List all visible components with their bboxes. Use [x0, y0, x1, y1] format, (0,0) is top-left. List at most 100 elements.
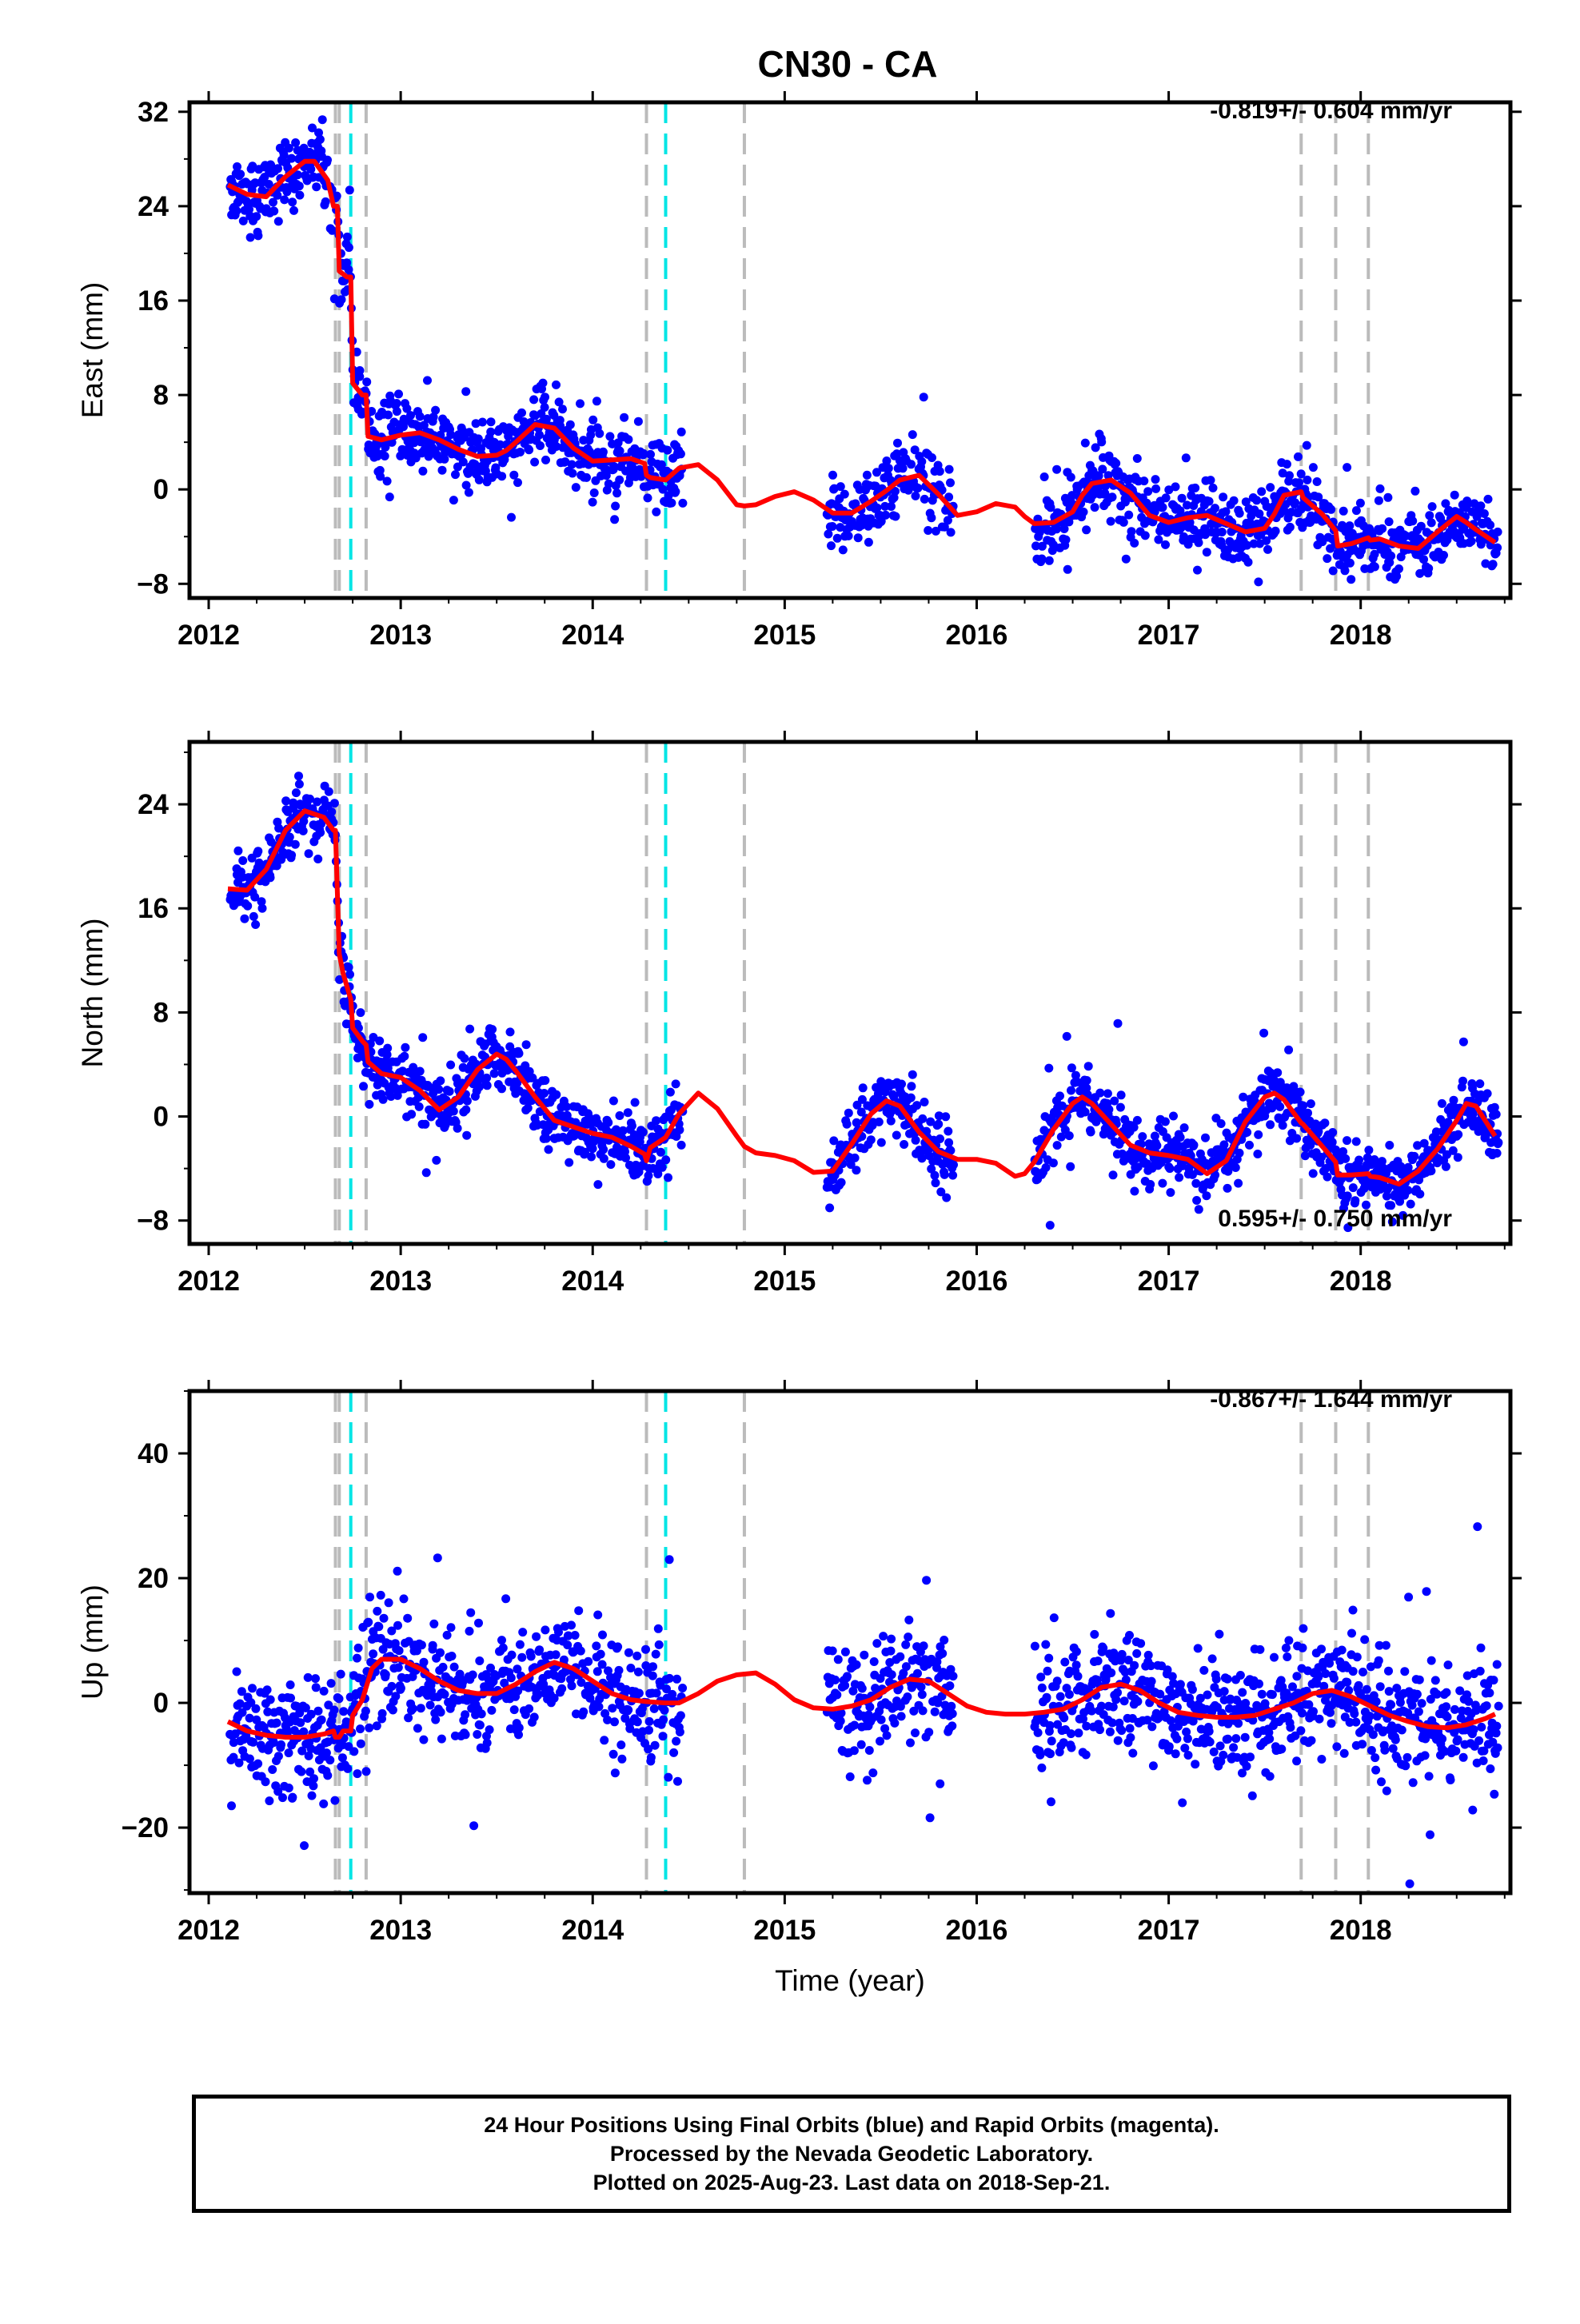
east-data-point	[423, 376, 432, 385]
east-data-point	[1191, 483, 1200, 492]
north-data-point	[329, 799, 339, 808]
up-data-point	[285, 1680, 295, 1689]
up-data-point	[1033, 1728, 1043, 1737]
east-data-point	[1079, 507, 1088, 516]
east-data-point	[940, 522, 949, 532]
up-data-point	[1464, 1696, 1474, 1706]
up-data-point	[1329, 1673, 1339, 1683]
north-data-point	[1045, 1221, 1055, 1230]
up-data-point	[273, 1752, 283, 1761]
north-data-point	[1202, 1191, 1211, 1201]
east-data-point	[1235, 508, 1244, 518]
east-data-point	[571, 483, 581, 492]
up-data-point	[353, 1643, 363, 1652]
east-data-point	[595, 429, 604, 438]
east-data-point	[913, 484, 923, 492]
east-data-point	[282, 187, 292, 197]
north-data-point	[653, 1170, 663, 1178]
east-data-point	[628, 463, 637, 472]
east-data-point	[323, 155, 332, 165]
east-data-point	[643, 493, 652, 503]
north-data-point	[917, 1154, 927, 1163]
north-data-point	[1362, 1200, 1371, 1210]
up-data-point	[1215, 1629, 1224, 1639]
up-data-point	[828, 1646, 837, 1656]
north-model-line	[227, 808, 1498, 1187]
up-data-point	[1414, 1707, 1423, 1716]
north-data-point	[1080, 1107, 1090, 1117]
east-data-point	[1044, 556, 1054, 565]
east-data-point	[477, 417, 487, 427]
east-data-point	[242, 179, 252, 189]
up-data-point	[506, 1673, 516, 1683]
east-data-point	[314, 128, 323, 138]
north-data-point	[934, 1111, 944, 1121]
east-data-point	[827, 541, 836, 551]
up-data-point	[509, 1705, 519, 1715]
east-data-point	[552, 442, 561, 451]
east-data-point	[1151, 484, 1161, 493]
up-data-point	[1095, 1725, 1104, 1735]
north-data-point	[345, 970, 354, 979]
north-data-point	[1216, 1119, 1226, 1128]
north-data-point	[287, 851, 297, 860]
up-data-point	[1390, 1735, 1400, 1744]
east-data-point	[1343, 463, 1352, 472]
up-data-point	[278, 1793, 287, 1803]
up-data-point	[273, 1787, 283, 1796]
north-data-point	[581, 1147, 589, 1157]
north-data-point	[1492, 1149, 1502, 1158]
north-x-tick-label: 2018	[1330, 1266, 1392, 1297]
north-data-point	[415, 1066, 425, 1076]
east-data-point	[1130, 538, 1139, 548]
up-data-point	[948, 1721, 957, 1731]
up-data-point	[1478, 1756, 1488, 1765]
north-data-point	[920, 1098, 929, 1106]
east-data-point	[1183, 500, 1191, 510]
north-data-point	[1086, 1127, 1095, 1137]
east-data-point	[652, 507, 661, 516]
east-data-point	[516, 448, 525, 456]
up-data-point	[485, 1725, 494, 1735]
north-data-point	[1152, 1141, 1162, 1150]
up-data-point	[297, 1746, 307, 1756]
north-data-point	[1351, 1137, 1361, 1146]
east-data-point	[507, 512, 516, 522]
north-data-point	[1311, 1119, 1320, 1129]
north-data-point	[1132, 1115, 1142, 1125]
east-data-point	[440, 454, 449, 464]
east-data-point	[1052, 464, 1062, 474]
up-data-point	[324, 1700, 333, 1710]
east-data-point	[291, 138, 301, 147]
north-data-point	[474, 1082, 484, 1092]
up-data-point	[475, 1720, 485, 1730]
up-data-point	[1468, 1805, 1478, 1815]
north-data-point	[514, 1049, 524, 1058]
north-data-point	[1458, 1076, 1467, 1086]
north-data-point	[825, 1203, 835, 1213]
up-data-point	[1219, 1750, 1228, 1760]
north-data-point	[304, 849, 313, 859]
east-data-point	[935, 467, 944, 476]
up-data-point	[429, 1619, 439, 1628]
north-data-point	[521, 1040, 531, 1050]
north-x-tick-label: 2012	[178, 1266, 240, 1297]
east-data-point	[451, 470, 460, 480]
east-data-point	[1177, 493, 1187, 503]
east-data-point	[1295, 478, 1303, 488]
up-data-point	[1426, 1656, 1436, 1665]
east-data-point	[238, 216, 248, 225]
east-data-point	[1158, 503, 1167, 512]
up-model-line	[226, 1656, 1497, 1740]
north-data-point	[949, 1160, 958, 1170]
up-data-point	[486, 1663, 495, 1672]
north-data-point	[671, 1079, 680, 1089]
up-data-point	[235, 1699, 245, 1708]
north-data-point	[1191, 1178, 1201, 1188]
north-data-point	[599, 1145, 608, 1154]
up-data-point	[284, 1748, 293, 1758]
up-data-point	[901, 1662, 911, 1672]
up-data-point	[1405, 1879, 1414, 1888]
east-data-point	[431, 405, 441, 415]
